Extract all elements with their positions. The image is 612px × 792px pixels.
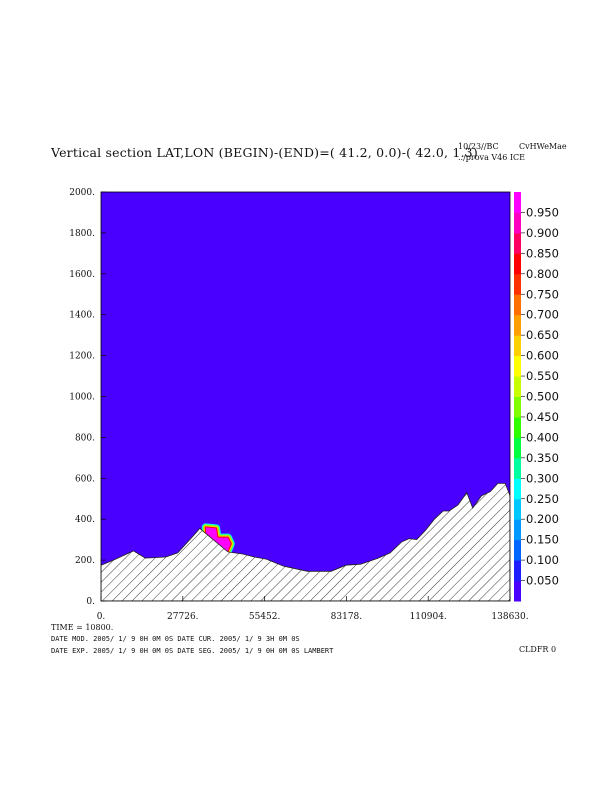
colorbar-segment xyxy=(514,437,521,459)
colorbar-segment xyxy=(514,212,521,234)
x-tick-label: 55452. xyxy=(249,612,281,622)
colorbar-segment xyxy=(514,457,521,479)
x-tick-label: 0. xyxy=(97,612,106,622)
y-tick-label: 400. xyxy=(75,515,95,525)
colorbar-label: 0.800 xyxy=(526,267,559,281)
colorbar-segment xyxy=(514,253,521,275)
colorbar-label: 0.750 xyxy=(526,287,559,301)
x-tick-label: 27726. xyxy=(167,612,199,622)
colorbar-segment xyxy=(514,539,521,561)
user-code: CvHWeMae xyxy=(519,142,567,151)
y-tick-label: 0. xyxy=(86,597,95,607)
colorbar-label: 0.850 xyxy=(526,246,559,260)
colorbar-label: 0.100 xyxy=(526,553,559,567)
y-tick-label: 1400. xyxy=(69,311,95,321)
colorbar-segment xyxy=(514,376,521,397)
colorbar-label: 0.400 xyxy=(526,430,559,444)
colorbar-segment xyxy=(514,416,521,438)
colorbar-label: 0.900 xyxy=(526,226,559,240)
colorbar-label: 0.650 xyxy=(526,328,559,342)
colorbar-label: 0.050 xyxy=(526,574,559,588)
colorbar-segment xyxy=(514,478,521,500)
colorbar-label: 0.450 xyxy=(526,410,559,424)
date-code: 10/23//BC xyxy=(458,142,499,151)
colorbar-label: 0.600 xyxy=(526,349,559,363)
y-tick-label: 1200. xyxy=(69,352,95,362)
colorbar-segment xyxy=(514,192,521,213)
colorbar-segment xyxy=(514,314,521,336)
y-tick-label: 600. xyxy=(75,474,95,484)
y-tick-label: 1000. xyxy=(69,393,95,403)
colorbar-label: 0.200 xyxy=(526,512,559,526)
colorbar-label: 0.300 xyxy=(526,471,559,485)
x-tick-label: 110904. xyxy=(410,612,447,622)
colorbar-segment xyxy=(514,519,521,541)
colorbar-segment xyxy=(514,498,521,520)
colorbar-segment xyxy=(514,335,521,357)
run-info: ../prova V46 ICE xyxy=(458,153,525,162)
colorbar-segment xyxy=(514,355,521,377)
y-tick-label: 800. xyxy=(75,433,95,443)
colorbar-label: 0.950 xyxy=(526,205,559,219)
colorbar-label: 0.550 xyxy=(526,369,559,383)
colorbar-segment xyxy=(514,580,521,602)
colorbar-segment xyxy=(514,232,521,254)
colorbar-label: 0.700 xyxy=(526,308,559,322)
colorbar-segment xyxy=(514,396,521,418)
time-label: TIME = 10800. xyxy=(51,623,114,632)
date-line-2: DATE EXP. 2005/ 1/ 9 0H 0M 0S DATE SEG. … xyxy=(51,647,334,655)
date-line-1: DATE MOD. 2005/ 1/ 9 0H 0M 0S DATE CUR. … xyxy=(51,635,300,643)
y-tick-label: 200. xyxy=(75,556,95,566)
x-tick-label: 138630. xyxy=(491,612,528,622)
colorbar-segment xyxy=(514,294,521,316)
colorbar-label: 0.150 xyxy=(526,533,559,547)
y-tick-label: 1800. xyxy=(69,229,95,239)
field-label: CLDFR 0 xyxy=(519,645,557,654)
colorbar-label: 0.250 xyxy=(526,492,559,506)
colorbar-segment xyxy=(514,273,521,295)
colorbar-label: 0.500 xyxy=(526,390,559,404)
y-tick-label: 2000. xyxy=(69,188,95,198)
section-title: Vertical section LAT,LON (BEGIN)-(END)=(… xyxy=(51,145,478,160)
colorbar-label: 0.350 xyxy=(526,451,559,465)
colorbar-segment xyxy=(514,560,521,582)
x-tick-label: 83178. xyxy=(331,612,363,622)
y-tick-label: 1600. xyxy=(69,270,95,280)
terrain xyxy=(101,482,510,601)
